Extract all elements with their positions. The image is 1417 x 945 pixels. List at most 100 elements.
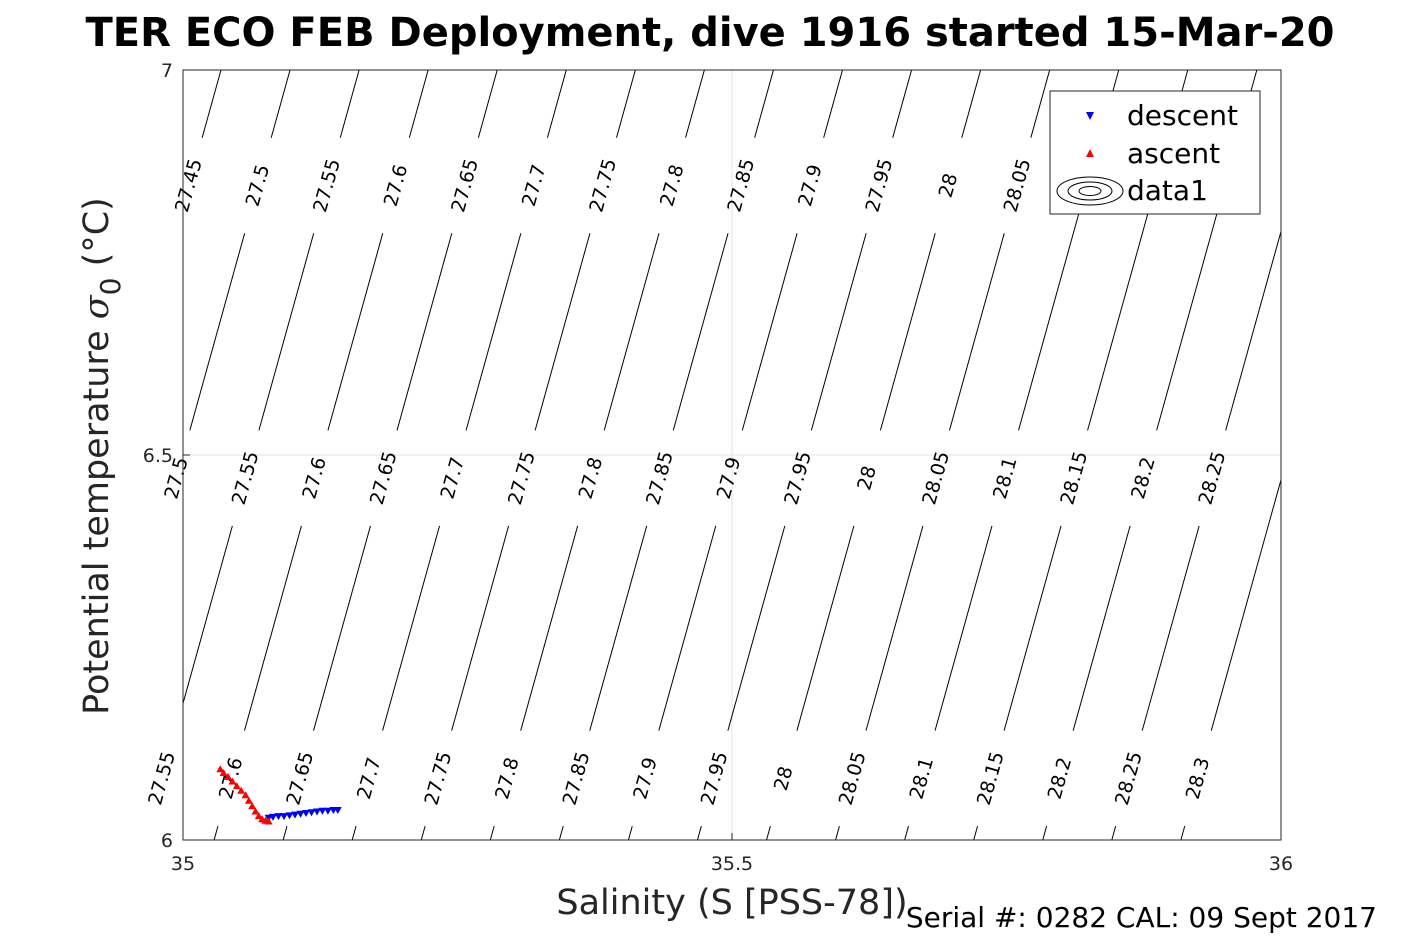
isopycnal-9-seg-2 — [741, 233, 798, 431]
isopycnal-3-seg-0 — [213, 826, 219, 840]
isopycnal-2-seg-2 — [258, 233, 315, 431]
isopycnal-0-seg-1 — [201, 70, 222, 138]
isopycnal-9-seg-1 — [658, 525, 717, 731]
isopycnal-6-seg-0 — [420, 826, 426, 840]
ascent-point-6 — [241, 791, 250, 799]
legend-contour-icon — [1056, 176, 1124, 206]
descent-point-2 — [274, 813, 283, 821]
isopycnal-4-seg-1 — [313, 525, 371, 731]
isopycnal-1-seg-2 — [270, 70, 291, 138]
contour-label-r2-0: 27.55 — [144, 749, 180, 807]
descent-point-8 — [307, 809, 316, 817]
isopycnal-11-seg-2 — [879, 233, 936, 431]
serial-cal-note: Serial #: 0282 CAL: 09 Sept 2017 — [906, 901, 1377, 934]
descent-point-7 — [302, 810, 310, 817]
descent-point-4 — [285, 812, 294, 820]
isopycnal-8-seg-1 — [589, 525, 648, 731]
isopycnal-14-seg-1 — [1003, 525, 1062, 731]
descent-point-3 — [280, 813, 288, 821]
descent-point-13 — [333, 807, 342, 814]
ascent-point-7 — [244, 796, 253, 804]
isopycnal-4-seg-2 — [396, 233, 453, 431]
isopycnal-10-seg-0 — [696, 826, 702, 840]
isopycnal-13-seg-1 — [934, 525, 993, 731]
isopycnal-12-seg-0 — [835, 826, 840, 840]
legend-ascent-marker — [1086, 149, 1094, 157]
descent-point-5 — [291, 811, 299, 819]
data-series — [216, 765, 342, 825]
isopycnal-10-seg-1 — [727, 525, 786, 731]
isopycnal-5-seg-2 — [465, 233, 522, 431]
isopycnal-6-seg-3 — [616, 70, 636, 138]
x-axis-label: Salinity (S [PSS-78]) — [556, 883, 907, 923]
isopycnal-2-seg-0 — [134, 826, 149, 878]
isopycnal-7-seg-3 — [685, 70, 705, 138]
y-tick-label-0: 6 — [161, 830, 173, 852]
y-axis-label: Potential temperature σ0 (°C) — [77, 197, 127, 715]
ascent-point-8 — [248, 802, 257, 810]
isopycnal-2-seg-3 — [339, 70, 360, 138]
isopycnal-9-seg-3 — [823, 70, 844, 138]
y-axis-ticks: 66.57 — [143, 60, 190, 852]
ascent-point-5 — [237, 786, 246, 794]
isopycnal-7-seg-1 — [520, 525, 579, 731]
isopycnal-8-seg-2 — [672, 233, 729, 431]
ascent-point-9 — [251, 807, 260, 815]
legend-descent-marker — [1086, 112, 1094, 120]
isopycnal-6-seg-2 — [534, 233, 591, 431]
descent-point-10 — [318, 807, 327, 815]
isopycnal-4-seg-0 — [282, 826, 288, 840]
isopycnal-12-seg-2 — [948, 233, 1005, 431]
isopycnal-11-seg-1 — [796, 525, 855, 731]
legend-item-ascent: ascent — [1086, 137, 1220, 170]
y-tick-label-1: 6.5 — [143, 445, 173, 467]
isopycnal-12-seg-3 — [1030, 70, 1051, 138]
isopycnal-2-seg-1 — [183, 525, 233, 706]
ascent-point-13 — [264, 817, 273, 825]
legend-box — [1049, 90, 1261, 215]
isopycnal-17-seg-0 — [1180, 826, 1186, 840]
isopycnal-3-seg-2 — [327, 233, 384, 431]
descent-point-1 — [269, 813, 277, 821]
isopycnal-5-seg-1 — [382, 525, 441, 731]
isopycnal-6-seg-1 — [451, 525, 510, 731]
isopycnal-10-seg-2 — [810, 233, 867, 431]
isopycnal-3-seg-1 — [243, 525, 302, 731]
isopycnal-16-seg-2 — [1225, 229, 1281, 431]
x-tick-label-2: 36 — [1269, 853, 1293, 875]
x-tick-label-0: 35 — [171, 853, 195, 875]
isopycnal-14-seg-0 — [973, 826, 979, 840]
isopycnal-16-seg-1 — [1141, 525, 1200, 731]
isopycnal-12-seg-1 — [865, 525, 924, 731]
ascent-point-3 — [228, 777, 237, 785]
isopycnal-1-seg-1 — [189, 233, 246, 431]
isopycnal-15-seg-0 — [1042, 826, 1048, 840]
isopycnal-17-seg-1 — [1210, 477, 1281, 731]
isopycnal-8-seg-0 — [558, 826, 564, 840]
y-tick-label-2: 7 — [161, 60, 173, 82]
ascent-point-4 — [232, 782, 241, 790]
x-tick-label-1: 35.5 — [711, 853, 753, 875]
ascent-point-1 — [219, 769, 228, 776]
isopycnal-7-seg-2 — [603, 233, 660, 431]
x-axis-ticks: 35 35.5 36 — [171, 833, 1293, 875]
legend-descent-label: descent — [1127, 99, 1238, 132]
isopycnal-7-seg-0 — [489, 826, 495, 840]
isopycnal-8-seg-3 — [754, 70, 774, 138]
ascent-point-10 — [254, 812, 263, 820]
descent-point-6 — [296, 810, 305, 818]
isopycnal-11-seg-3 — [961, 70, 982, 138]
isopycnal-5-seg-0 — [351, 826, 357, 840]
grid — [183, 70, 1281, 840]
isopycnal-5-seg-3 — [546, 70, 567, 138]
ascent-point-2 — [224, 772, 232, 780]
isopycnal-13-seg-0 — [904, 826, 909, 840]
isopycnal-10-seg-3 — [892, 70, 913, 138]
isopycnal-15-seg-1 — [1072, 525, 1131, 731]
descent-point-9 — [313, 808, 321, 816]
legend: descent ascent data1 — [1049, 90, 1261, 215]
isopycnal-3-seg-3 — [408, 70, 429, 138]
isopycnal-4-seg-3 — [477, 70, 498, 138]
isopycnal-11-seg-0 — [766, 826, 771, 840]
